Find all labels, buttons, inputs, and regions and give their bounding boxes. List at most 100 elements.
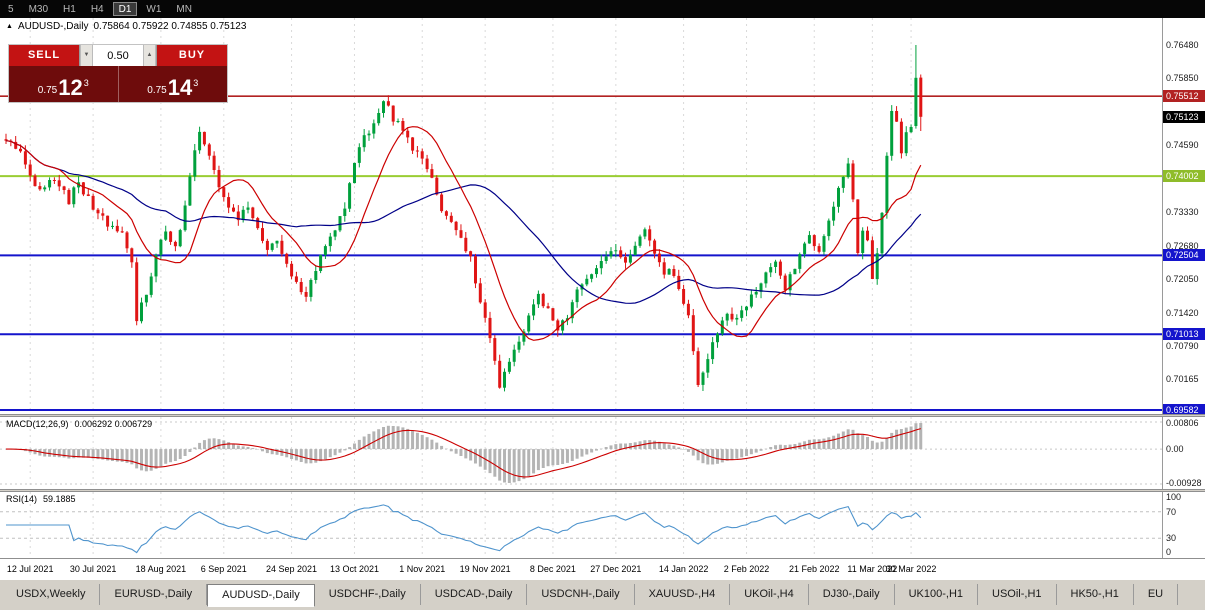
- date-axis-label: 21 Feb 2022: [788, 564, 840, 574]
- price-axis-label: 0.72050: [1166, 274, 1199, 285]
- rsi-value: 59.1885: [43, 494, 76, 504]
- chart-ohlc-values: 0.75864 0.75922 0.74855 0.75123: [93, 21, 247, 32]
- sell-button[interactable]: SELL: [9, 45, 79, 66]
- rsi-axis-label: 30: [1166, 533, 1177, 544]
- chart-tab-eu[interactable]: EU: [1134, 584, 1179, 605]
- fast-ma-line: [5, 126, 922, 341]
- macd-canvas[interactable]: [0, 417, 1162, 489]
- timeframe-button-w1[interactable]: W1: [146, 4, 162, 15]
- price-axis[interactable]: 0.76480 0.75850 0.74590 0.73330 0.72680 0.720…: [1162, 18, 1205, 414]
- sell-price-base: 0.75: [37, 85, 58, 96]
- date-axis-label: 2 Feb 2022: [723, 564, 770, 574]
- vertical-grid-lines: [29, 18, 912, 414]
- macd-values: 0.006292 0.006729: [74, 419, 153, 429]
- price-axis-label: 0.76480: [1166, 39, 1199, 50]
- panel-splitter[interactable]: [0, 414, 1205, 417]
- chart-tab-eurusd-daily[interactable]: EURUSD-,Daily: [100, 584, 208, 605]
- rsi-canvas[interactable]: [0, 492, 1162, 558]
- volume-control: ▼ ▲: [79, 45, 157, 66]
- price-axis-badge: 0.74002: [1163, 170, 1205, 183]
- date-axis-label: 19 Nov 2021: [459, 564, 511, 574]
- chart-tab-uk100-h1[interactable]: UK100-,H1: [895, 584, 979, 605]
- buy-price-display[interactable]: 0.75 14 3: [117, 66, 228, 102]
- price-axis-badge: 0.75123: [1163, 110, 1205, 123]
- macd-panel: MACD(12,26,9) 0.006292 0.006729 0.00806 0…: [0, 417, 1205, 489]
- macd-axis-label: 0.00806: [1166, 418, 1199, 428]
- chart-tab-usdcnh-daily[interactable]: USDCNH-,Daily: [527, 584, 635, 605]
- timeframe-button-h1[interactable]: H1: [63, 4, 76, 15]
- chart-tab-dj30-daily[interactable]: DJ30-,Daily: [809, 584, 895, 605]
- chart-title: ▲ AUDUSD-,Daily 0.75864 0.75922 0.74855 …: [6, 21, 246, 32]
- rsi-axis-label: 0: [1166, 547, 1172, 557]
- chart-tab-ukoil-h4[interactable]: UKOil-,H4: [730, 584, 809, 605]
- date-axis-label: 30 Jul 2021: [69, 564, 117, 574]
- volume-decrease-button[interactable]: ▼: [80, 45, 93, 66]
- rsi-line: [6, 504, 922, 554]
- date-axis-label: 18 Aug 2021: [135, 564, 187, 574]
- candlestick-series: [4, 45, 923, 392]
- rsi-indicator-label: RSI(14) 59.1885: [6, 494, 76, 504]
- price-axis-label: 0.71420: [1166, 307, 1199, 318]
- main-chart-canvas[interactable]: [0, 18, 1162, 414]
- price-axis-label: 0.70165: [1166, 374, 1199, 385]
- macd-signal-line: [6, 428, 921, 478]
- macd-name: MACD(12,26,9): [6, 419, 69, 429]
- chart-tab-xauusd-h4[interactable]: XAUUSD-,H4: [635, 584, 731, 605]
- price-axis-badge: 0.72504: [1163, 249, 1205, 262]
- date-axis-label: 8 Dec 2021: [529, 564, 576, 574]
- chart-tab-usdcad-daily[interactable]: USDCAD-,Daily: [421, 584, 528, 605]
- volume-input[interactable]: [93, 45, 143, 66]
- timeframe-button-5[interactable]: 5: [8, 4, 14, 15]
- timeframe-button-h4[interactable]: H4: [90, 4, 104, 15]
- price-axis-label: 0.72680: [1166, 241, 1199, 252]
- price-axis-label: 0.73330: [1166, 206, 1199, 217]
- date-axis-label: 24 Sep 2021: [266, 564, 318, 574]
- date-axis-label: 13 Oct 2021: [329, 564, 379, 574]
- chart-tab-hk50-h1[interactable]: HK50-,H1: [1057, 584, 1134, 605]
- volume-increase-button[interactable]: ▲: [143, 45, 156, 66]
- rsi-name: RSI(14): [6, 494, 38, 504]
- price-axis-badge: 0.71013: [1163, 328, 1205, 341]
- main-chart-panel: ▲ AUDUSD-,Daily 0.75864 0.75922 0.74855 …: [0, 18, 1205, 414]
- sell-price-pips: 12: [58, 75, 83, 100]
- rsi-panel: RSI(14) 59.1885 100 70 30 0: [0, 492, 1205, 558]
- price-axis-label: 0.75850: [1166, 73, 1199, 84]
- rsi-axis-label: 70: [1166, 506, 1177, 517]
- sell-price-display[interactable]: 0.75 12 3: [9, 66, 118, 102]
- buy-price-pips: 14: [167, 75, 193, 100]
- sell-price-point: 3: [83, 78, 89, 88]
- panel-splitter[interactable]: [0, 489, 1205, 492]
- chart-tab-usdchf-daily[interactable]: USDCHF-,Daily: [315, 584, 421, 605]
- timeframe-button-mn[interactable]: MN: [176, 4, 192, 15]
- buy-price-base: 0.75: [147, 85, 167, 96]
- macd-axis-label: 0.00: [1166, 444, 1184, 455]
- price-axis-label: 0.74590: [1166, 139, 1199, 150]
- timeframe-toolbar: 5 M30 H1 H4 D1 W1 MN: [0, 0, 1205, 18]
- macd-histogram: [14, 423, 923, 483]
- chart-tab-usoil-h1[interactable]: USOil-,H1: [978, 584, 1057, 605]
- macd-axis-label: -0.00928: [1166, 478, 1202, 488]
- date-axis[interactable]: 12 Jul 2021 30 Jul 2021 18 Aug 2021 6 Sep 2…: [0, 558, 1205, 579]
- rsi-axis-label: 100: [1166, 492, 1182, 502]
- price-axis-label: 0.70790: [1166, 341, 1199, 352]
- date-axis-label: 11 Mar 2022: [847, 564, 898, 574]
- buy-button[interactable]: BUY: [157, 45, 227, 66]
- date-axis-label: 27 Dec 2021: [590, 564, 642, 574]
- date-axis-label: 30 Mar 2022: [885, 564, 937, 574]
- macd-axis[interactable]: 0.00806 0.00 -0.00928: [1162, 417, 1205, 489]
- chart-symbol-period: AUDUSD-,Daily: [17, 21, 89, 32]
- date-axis-label: 12 Jul 2021: [6, 564, 54, 574]
- timeframe-button-d1[interactable]: D1: [112, 2, 138, 16]
- chart-tabs-bar: USDX,Weekly EURUSD-,Daily AUDUSD-,Daily USD…: [0, 579, 1205, 610]
- date-axis-label: 14 Jan 2022: [658, 564, 709, 574]
- chart-icon: ▲: [6, 23, 13, 30]
- chart-tab-usdx-weekly[interactable]: USDX,Weekly: [2, 584, 101, 605]
- date-axis-label: 1 Nov 2021: [399, 564, 446, 574]
- slow-ma-line: [5, 140, 922, 304]
- timeframe-button-m30[interactable]: M30: [28, 4, 49, 15]
- rsi-axis[interactable]: 100 70 30 0: [1162, 492, 1205, 558]
- price-axis-badge: 0.75512: [1163, 90, 1205, 103]
- buy-price-point: 3: [193, 78, 199, 88]
- one-click-trading-panel: SELL ▼ ▲ BUY 0.75 12 3 0.75 14 3: [8, 44, 228, 103]
- chart-tab-audusd-daily[interactable]: AUDUSD-,Daily: [207, 584, 315, 607]
